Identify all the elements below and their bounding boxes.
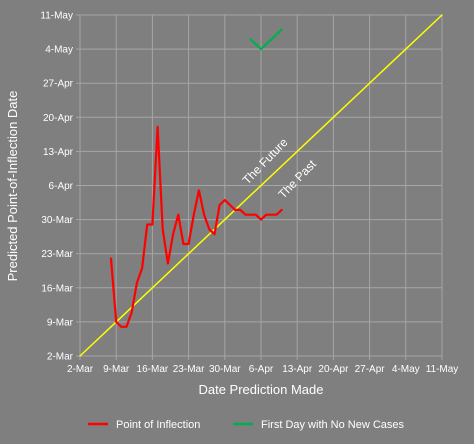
y-tick-label: 20-Apr xyxy=(43,113,74,124)
y-tick-label: 30-Mar xyxy=(41,215,73,226)
horizontal-gridlines xyxy=(80,14,442,357)
y-tick-label: 6-Apr xyxy=(49,181,74,192)
y-tick-label: 9-Mar xyxy=(47,317,74,328)
diagonal-reference-line xyxy=(79,14,443,357)
x-tick-label: 2-Mar xyxy=(67,364,94,375)
x-tick-label: 4-May xyxy=(392,364,420,375)
first-day-no-new-cases-line xyxy=(249,28,283,51)
y-tick-label: 16-Mar xyxy=(41,283,73,294)
legend-label-first-day-no-new-cases: First Day with No New Cases xyxy=(261,419,405,431)
x-tick-label: 13-Apr xyxy=(282,364,313,375)
y-tick-label: 27-Apr xyxy=(43,79,74,90)
y-axis-ticks: 2-Mar 9-Mar 16-Mar 23-Mar 30-Mar 6-Apr 13-Apr 2… xyxy=(40,11,80,363)
x-axis-title: Date Prediction Made xyxy=(198,382,323,397)
x-tick-label: 6-Apr xyxy=(249,364,274,375)
y-tick-label: 13-Apr xyxy=(43,147,74,158)
y-tick-label: 4-May xyxy=(45,45,73,56)
y-axis-title: Predicted Point-of-Inflection Date xyxy=(5,91,20,282)
x-tick-label: 16-Mar xyxy=(137,364,169,375)
x-tick-label: 9-Mar xyxy=(103,364,130,375)
x-axis-ticks: 2-Mar 9-Mar 16-Mar 23-Mar 30-Mar 6-Apr 13-Apr 2… xyxy=(67,356,458,375)
legend: Point of Inflection First Day with No Ne… xyxy=(88,419,405,431)
x-tick-label: 11-May xyxy=(426,364,459,375)
y-tick-label: 23-Mar xyxy=(41,249,73,260)
series-layer xyxy=(79,14,443,357)
legend-label-point-of-inflection: Point of Inflection xyxy=(116,419,200,431)
point-of-inflection-line xyxy=(109,125,283,328)
x-tick-label: 23-Mar xyxy=(173,364,205,375)
y-tick-label: 11-May xyxy=(40,11,73,22)
x-tick-label: 27-Apr xyxy=(355,364,386,375)
y-tick-label: 2-Mar xyxy=(47,352,74,363)
x-tick-label: 20-Apr xyxy=(318,364,349,375)
x-tick-label: 30-Mar xyxy=(209,364,241,375)
